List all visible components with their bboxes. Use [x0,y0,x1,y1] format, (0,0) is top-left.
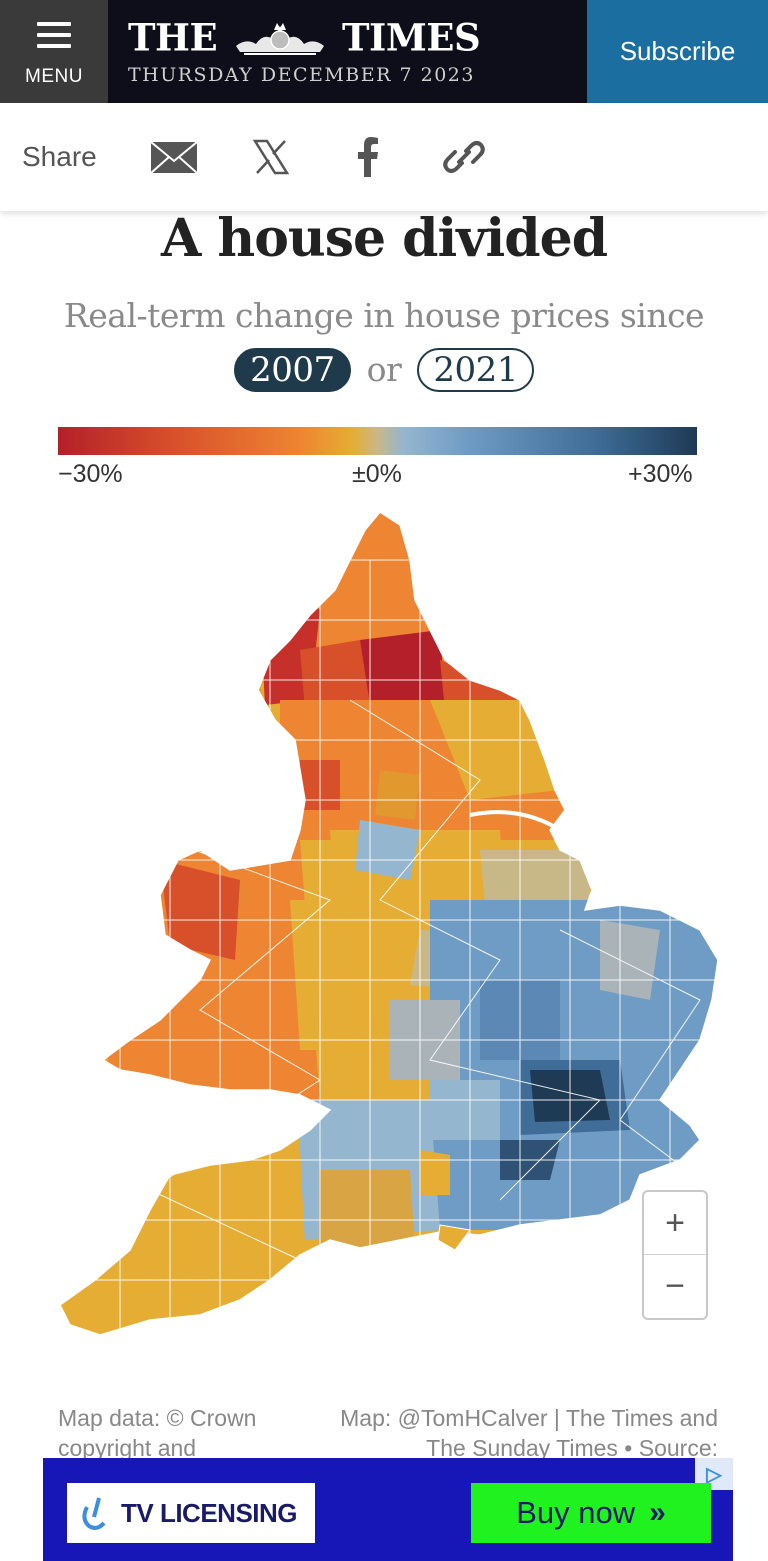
england-wales-choropleth-map[interactable] [50,505,730,1355]
link-icon[interactable] [440,135,488,179]
x-icon[interactable] [247,135,295,179]
buy-now-button[interactable]: Buy now » [471,1483,711,1543]
legend-max-label: +30% [628,460,693,488]
ad-brand-logo: TV LICENSING [67,1483,315,1543]
email-icon[interactable] [150,135,198,179]
legend-min-label: −30% [58,460,123,488]
year-toggle: 2007 or 2021 [40,344,728,394]
tv-licensing-logo-icon [82,1497,106,1530]
royal-crest-icon [235,22,324,55]
top-bar: MENU THE TIMES THURSDAY DECEMBER 7 2023 … [0,0,768,103]
zoom-out-button[interactable]: − [665,1266,685,1305]
ad-brand-name: TV LICENSING [121,1497,298,1528]
double-chevron-right-icon: » [649,1496,666,1529]
masthead-word-right: TIMES [341,15,481,60]
menu-button[interactable]: MENU [0,0,108,103]
map-zoom-control: + − [642,1190,708,1320]
menu-label: MENU [25,66,83,87]
share-label: Share [22,141,97,172]
color-scale-legend [58,427,697,455]
buy-now-label: Buy now [516,1495,636,1530]
map-data-credit: Map data: © Crown copyright and [58,1405,257,1461]
masthead-logo[interactable]: THE TIMES THURSDAY DECEMBER 7 2023 [128,12,528,92]
or-label: or [366,350,402,389]
hamburger-icon [37,22,71,48]
masthead-title: THE TIMES [128,12,528,60]
year-2021-toggle[interactable]: 2021 [417,348,534,392]
subtitle-text: Real-term change in house prices since [63,296,705,335]
map-author-credit: Map: @TomHCalver | The Times and The Sun… [340,1405,718,1461]
legend-mid-label: ±0% [352,460,402,488]
facebook-icon[interactable] [344,135,392,179]
masthead-word-left: THE [128,15,218,60]
subscribe-button[interactable]: Subscribe [587,0,768,103]
edition-date: THURSDAY DECEMBER 7 2023 [128,63,475,86]
article-subtitle: Real-term change in house prices since 2… [40,292,728,394]
advertisement-banner[interactable]: ▷ TV LICENSING Buy now » [43,1458,733,1561]
year-2007-toggle[interactable]: 2007 [234,348,351,392]
zoom-in-button[interactable]: + [644,1192,706,1255]
share-bar: Share [0,103,768,211]
article-title: A house divided [160,208,608,269]
